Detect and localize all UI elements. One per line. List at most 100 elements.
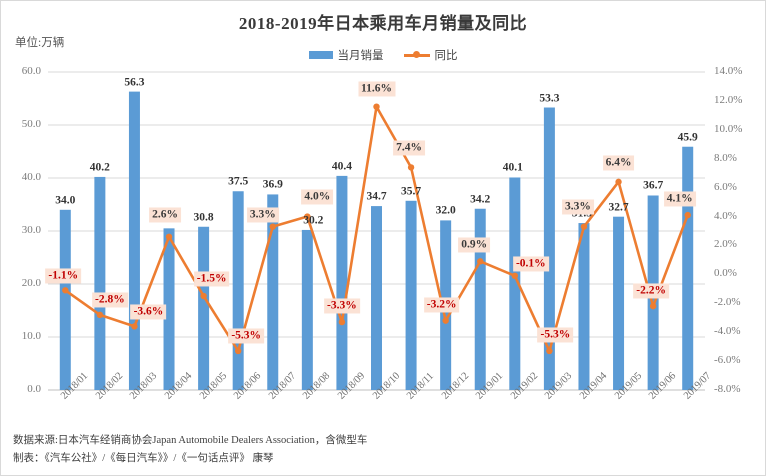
chart-legend: 当月销量 同比 — [1, 47, 765, 63]
line-marker[interactable] — [407, 164, 415, 171]
line-value-label: 4.0% — [301, 189, 334, 205]
bar-value-label: 36.7 — [643, 179, 664, 192]
y-axis-right-tick: 10.0% — [714, 122, 743, 135]
y-axis-left-tick: 30.0 — [21, 224, 41, 236]
bar[interactable] — [682, 146, 694, 390]
y-axis-left-tick: 0.0 — [27, 383, 41, 395]
line-marker[interactable] — [96, 311, 104, 319]
line-marker[interactable] — [511, 272, 519, 280]
bar[interactable] — [163, 228, 175, 390]
bar-value-label: 36.9 — [262, 178, 283, 191]
bar[interactable] — [543, 107, 555, 390]
legend-item-label: 当月销量 — [337, 50, 384, 62]
line-value-label: 11.6% — [358, 81, 395, 97]
y-axis-right-tick: 4.0% — [714, 209, 737, 222]
line-marker[interactable] — [234, 347, 242, 355]
bar-value-label: 40.1 — [502, 161, 523, 174]
y-axis-right-tick: 14.0% — [714, 65, 743, 77]
line-marker[interactable] — [615, 178, 622, 186]
bar-value-label: 53.3 — [539, 92, 560, 104]
bar[interactable] — [578, 223, 590, 390]
line-value-label: 0.9% — [458, 237, 491, 253]
y-axis-left-tick: 60.0 — [21, 65, 41, 77]
line-marker[interactable] — [684, 211, 691, 219]
bar-value-label: 40.4 — [331, 160, 352, 173]
bar-value-label: 37.5 — [228, 175, 249, 188]
bar[interactable] — [267, 194, 279, 390]
line-value-label: -5.3% — [537, 327, 574, 343]
bar-value-label: 30.8 — [193, 211, 214, 224]
bar-value-label: 34.7 — [366, 190, 387, 203]
bar-value-label: 32.0 — [435, 204, 456, 217]
y-axis-left-tick: 20.0 — [21, 277, 41, 289]
line-marker[interactable] — [62, 287, 69, 294]
line-value-label: 2.6% — [149, 207, 181, 223]
y-axis-right-tick: 2.0% — [714, 238, 737, 251]
bar-value-label: 56.3 — [124, 76, 145, 89]
line-marker[interactable] — [373, 103, 380, 110]
bar-value-label: 34.2 — [470, 193, 491, 206]
line-value-label: -3.2% — [423, 297, 460, 313]
bar-value-label: 32.7 — [608, 201, 629, 214]
y-axis-right-tick: -6.0% — [714, 354, 741, 367]
bar[interactable] — [94, 176, 106, 390]
bar[interactable] — [128, 91, 140, 391]
plot-svg — [48, 71, 705, 391]
line-marker[interactable] — [546, 347, 553, 355]
line-marker[interactable] — [442, 317, 449, 324]
line-value-label: 6.4% — [602, 155, 635, 171]
unit-label: 单位:万辆 — [15, 37, 65, 49]
bar[interactable] — [405, 200, 417, 390]
legend-bar-swatch-icon — [308, 51, 333, 59]
y-axis-right-tick: 8.0% — [714, 151, 737, 164]
line-value-label: -1.5% — [193, 271, 230, 287]
bar-value-label: 30.2 — [303, 214, 324, 227]
plot-area: 60.0 50.0 40.0 30.0 20.0 10.0 0.0 14.0% 12.0% 10.… — [22, 66, 743, 402]
bar[interactable] — [474, 208, 486, 390]
bar-value-label: 35.7 — [401, 185, 422, 198]
line-marker[interactable] — [269, 223, 276, 230]
bar[interactable] — [301, 229, 313, 390]
bar[interactable] — [198, 226, 210, 390]
line-value-label: 4.1% — [663, 191, 696, 207]
line-value-label: -1.1% — [45, 268, 82, 284]
y-axis-left-tick: 10.0 — [21, 330, 41, 342]
line-value-label: -3.6% — [130, 304, 167, 320]
bar[interactable] — [336, 175, 348, 390]
bar[interactable] — [371, 206, 382, 390]
y-axis-left-tick: 50.0 — [21, 118, 41, 130]
line-value-label: -3.3% — [324, 298, 360, 314]
y-axis-right-tick: 6.0% — [714, 180, 737, 193]
line-marker[interactable] — [131, 323, 138, 330]
line-marker[interactable] — [165, 233, 173, 240]
footer-source-line: 数据来源:日本汽车经销商协会Japan Automobile Dealers A… — [13, 435, 368, 447]
bar[interactable] — [509, 177, 521, 390]
line-value-label: -2.8% — [92, 292, 128, 308]
line-value-label: 7.4% — [393, 140, 426, 156]
line-marker[interactable] — [649, 302, 657, 310]
line-marker[interactable] — [200, 292, 207, 300]
chart-title: 2018-2019年日本乘用车月销量及同比 — [238, 14, 528, 33]
line-value-label: -2.2% — [633, 283, 669, 299]
line-value-label: -0.1% — [512, 256, 549, 272]
line-marker[interactable] — [304, 213, 311, 220]
line-value-label: 3.3% — [246, 207, 279, 223]
line-marker[interactable] — [477, 258, 484, 265]
y-axis-right-tick: -4.0% — [714, 325, 741, 338]
bar-value-label: 40.2 — [89, 161, 110, 174]
line-value-label: -5.3% — [228, 328, 265, 344]
line-marker[interactable] — [580, 223, 588, 230]
bar[interactable] — [613, 216, 625, 390]
footer-notes: 数据来源:日本汽车经销商协会Japan Automobile Dealers A… — [13, 432, 367, 467]
line-marker[interactable] — [338, 318, 346, 326]
footer-credit-line: 制表：《汽车公社》/《每日汽车》》/《一句话点评》 康琴 — [13, 452, 274, 464]
y-axis-right-tick: -2.0% — [714, 296, 741, 309]
legend-item-bar[interactable]: 当月销量 — [308, 47, 384, 63]
line-value-label: 3.3% — [562, 199, 594, 215]
y-axis-left-tick: 40.0 — [21, 171, 41, 183]
bar[interactable] — [59, 209, 71, 390]
y-axis-right-tick: 0.0% — [714, 267, 737, 280]
bar[interactable] — [232, 191, 244, 390]
legend-item-line[interactable]: 同比 — [403, 47, 458, 63]
